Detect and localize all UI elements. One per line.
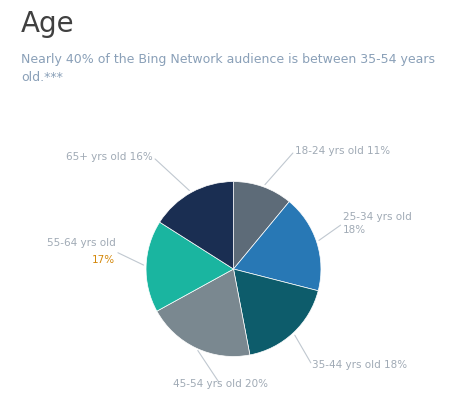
Text: Age: Age [21, 10, 75, 38]
Wedge shape [234, 182, 289, 269]
Wedge shape [146, 222, 234, 311]
Text: 18-24 yrs old 11%: 18-24 yrs old 11% [295, 146, 390, 156]
Wedge shape [160, 182, 234, 269]
Text: 17%: 17% [92, 255, 115, 265]
Text: 65+ yrs old 16%: 65+ yrs old 16% [66, 152, 153, 162]
Text: Nearly 40% of the Bing Network audience is between 35-54 years
old.***: Nearly 40% of the Bing Network audience … [21, 53, 435, 84]
Text: 55-64 yrs old: 55-64 yrs old [47, 238, 115, 248]
Text: 35-44 yrs old 18%: 35-44 yrs old 18% [312, 360, 407, 370]
Text: 25-34 yrs old
18%: 25-34 yrs old 18% [343, 212, 411, 235]
Wedge shape [234, 269, 318, 355]
Wedge shape [234, 201, 321, 291]
Wedge shape [157, 269, 250, 356]
Text: 45-54 yrs old 20%: 45-54 yrs old 20% [173, 380, 268, 389]
